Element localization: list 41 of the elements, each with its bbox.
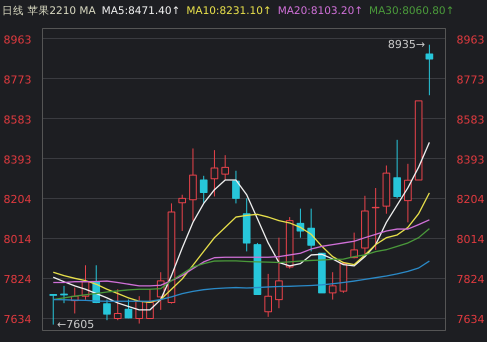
candlestick (426, 44, 434, 96)
candlestick (232, 170, 240, 204)
text: MA20:8103.20↑ (278, 4, 364, 19)
y2-tick-label: 8014 (456, 233, 484, 246)
y2-tick-label: 8773 (456, 73, 484, 86)
candlestick (275, 237, 283, 309)
candlestick (328, 272, 336, 300)
candlestick (221, 154, 230, 180)
y2-tick-label: 8204 (456, 193, 484, 206)
candlestick (49, 294, 58, 326)
y-tick-label: 8773 (4, 73, 32, 86)
y-tick-label: 8014 (4, 233, 32, 246)
y-tick-label: 8963 (4, 33, 32, 46)
y2-tick-label: 8393 (456, 153, 484, 166)
candlestick (103, 299, 111, 321)
text: MA10:8231.10↑ (186, 4, 272, 19)
text: MA5:8471.40↑ (102, 4, 180, 19)
y-tick-label: 8583 (4, 113, 32, 126)
candlestick (210, 150, 218, 197)
y2-tick-label: 7824 (456, 273, 484, 286)
candlestick (393, 139, 401, 199)
candlestick (60, 285, 68, 304)
annotation: ←7605 (57, 318, 94, 332)
chart-title: 日线 苹果2210 MA (2, 4, 96, 19)
text: MA30:8060.80↑ (369, 4, 454, 19)
candlestick (124, 299, 132, 320)
y-tick-label: 7634 (4, 313, 32, 326)
y-tick-label: 8393 (4, 153, 32, 166)
y-tick-label: 7824 (4, 273, 32, 286)
candlestick (200, 175, 208, 204)
y-tick-label: 8204 (4, 193, 32, 206)
candlestick (146, 288, 154, 320)
candlestick (372, 188, 380, 250)
y2-tick-label: 7634 (456, 313, 484, 326)
candlestick (178, 194, 186, 232)
y2-tick-label: 8583 (456, 113, 484, 126)
candlestick (264, 273, 272, 318)
candlestick (114, 288, 122, 321)
candlestick (307, 208, 315, 252)
y2-tick-label: 8963 (456, 33, 484, 46)
annotation: 8935→ (388, 38, 426, 52)
